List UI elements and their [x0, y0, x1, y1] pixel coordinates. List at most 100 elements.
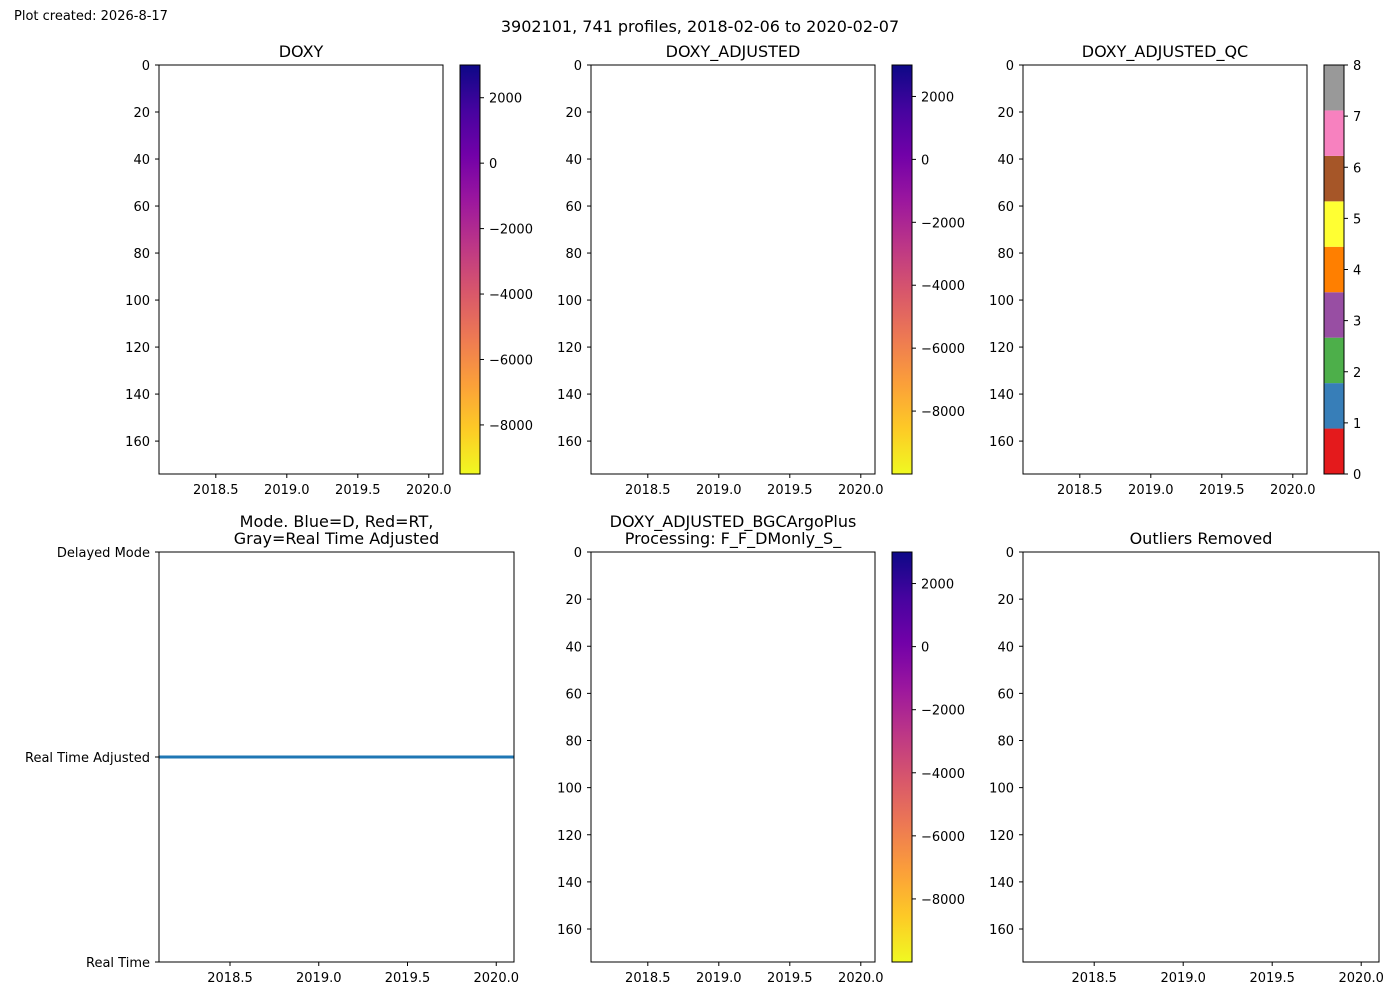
y-tick-label: Delayed Mode — [57, 546, 150, 561]
colorbar-tick-label: 7 — [1353, 110, 1361, 125]
colorbar-tick-label: −2000 — [489, 223, 533, 238]
y-tick-label: 60 — [565, 200, 582, 215]
y-tick-label: 160 — [989, 435, 1014, 450]
y-tick-label: 60 — [133, 200, 150, 215]
y-tick-label: 20 — [565, 593, 582, 608]
colorbar-swatch — [1324, 246, 1344, 293]
x-tick-label: 2019.0 — [296, 971, 342, 986]
colorbar-swatch — [1324, 428, 1344, 474]
subplot-title: DOXY_ADJUSTED_BGCArgoPlus — [610, 512, 857, 532]
y-tick-label: 100 — [557, 294, 582, 309]
colorbar-tick-label: 2000 — [921, 578, 954, 593]
subplot-outliers: Outliers Removed 2018.5 2019.0 2019.5 2020.0… — [989, 529, 1384, 986]
x-tick-label: 2019.0 — [1128, 483, 1174, 498]
colorbar-tick-label: −6000 — [921, 342, 965, 357]
y-tick-label: 20 — [565, 106, 582, 121]
colorbar: 0 1 2 3 4 5 6 7 8 — [1323, 59, 1361, 483]
x-tick-label: 2018.5 — [193, 483, 239, 498]
colorbar-tick-label: −6000 — [921, 830, 965, 845]
y-tick-label: 40 — [565, 153, 582, 168]
x-tick-label: 2019.5 — [335, 483, 381, 498]
colorbar-tick-label: 5 — [1353, 212, 1361, 227]
colorbar-gradient — [892, 65, 912, 474]
x-tick-label: 2019.0 — [696, 971, 742, 986]
x-tick-label: 2019.0 — [264, 483, 310, 498]
colorbar-tick-label: 2000 — [489, 92, 522, 107]
y-tick-label: 120 — [989, 341, 1014, 356]
x-tick-label: 2018.5 — [1057, 483, 1103, 498]
y-tick-label: 60 — [997, 200, 1014, 215]
y-tick-label: 100 — [989, 782, 1014, 797]
colorbar-frame — [459, 64, 481, 475]
axes-frame — [158, 64, 444, 475]
y-tick-label: 120 — [557, 829, 582, 844]
colorbar-swatch — [1324, 201, 1344, 247]
subplot-title: DOXY_ADJUSTED_QC — [1082, 42, 1248, 62]
x-tick-label: 2019.5 — [385, 971, 431, 986]
y-tick-label: Real Time — [86, 956, 150, 971]
axes-frame — [1022, 64, 1308, 475]
y-tick-label: 160 — [557, 435, 582, 450]
y-tick-label: 100 — [557, 782, 582, 797]
subplot-doxy: DOXY 2018.5 2019.0 2019.5 2020.0 0 20 40 60 80 100… — [125, 42, 533, 498]
axes-frame — [590, 551, 876, 963]
y-tick-label: 140 — [557, 388, 582, 403]
colorbar-gradient — [460, 65, 480, 474]
axes-frame — [1022, 551, 1380, 963]
y-tick-label: 40 — [565, 640, 582, 655]
colorbar-swatch — [1324, 337, 1344, 384]
axes-frame — [590, 64, 876, 475]
x-tick-label: 2019.5 — [767, 483, 813, 498]
colorbar-tick-label: 4 — [1353, 264, 1361, 279]
subplot-mode: Mode. Blue=D, Red=RT,Gray=Real Time Adju… — [25, 512, 519, 986]
y-tick-label: 0 — [1006, 59, 1014, 74]
y-tick-label: 160 — [989, 923, 1014, 938]
y-tick-label: 0 — [142, 59, 150, 74]
colorbar-tick-label: −4000 — [921, 279, 965, 294]
x-tick-label: 2019.5 — [1199, 483, 1245, 498]
x-tick-label: 2018.5 — [1071, 971, 1117, 986]
colorbar-tick-label: −8000 — [921, 405, 965, 420]
y-tick-label: 140 — [125, 388, 150, 403]
colorbar-swatch — [1324, 155, 1344, 202]
colorbar-tick-label: −6000 — [489, 353, 533, 368]
figure-suptitle: 3902101, 741 profiles, 2018-02-06 to 202… — [501, 17, 899, 36]
y-tick-label: 0 — [1006, 546, 1014, 561]
plot-created-label: Plot created: 2026-8-17 — [14, 9, 168, 24]
colorbar-swatch — [1324, 110, 1344, 156]
colorbar-swatch — [1324, 383, 1344, 429]
colorbar-tick-label: 2000 — [921, 90, 954, 105]
colorbar-tick-label: 0 — [921, 153, 929, 168]
colorbar-tick-label: −8000 — [489, 419, 533, 434]
subplot-title: Processing: F_F_DMonly_S_ — [625, 529, 842, 549]
colorbar: 2000 0 −2000 −4000 −6000 −8000 — [891, 64, 965, 475]
colorbar-tick-label: 0 — [921, 641, 929, 656]
y-tick-label: 20 — [997, 593, 1014, 608]
y-tick-label: 20 — [133, 106, 150, 121]
y-tick-label: 140 — [989, 876, 1014, 891]
colorbar-tick-label: −4000 — [489, 288, 533, 303]
y-tick-label: 140 — [989, 388, 1014, 403]
colorbar-tick-label: 1 — [1353, 417, 1361, 432]
colorbar-gradient — [892, 552, 912, 962]
y-tick-label: 0 — [574, 546, 582, 561]
colorbar-tick-label: −8000 — [921, 893, 965, 908]
colorbar-tick-label: 6 — [1353, 161, 1361, 176]
y-tick-label: 80 — [565, 735, 582, 750]
colorbar: 2000 0 −2000 −4000 −6000 −8000 — [891, 551, 965, 963]
x-tick-label: 2019.5 — [767, 971, 813, 986]
colorbar-swatch — [1324, 292, 1344, 338]
y-tick-label: 40 — [997, 153, 1014, 168]
subplot-doxy-adjusted-qc: DOXY_ADJUSTED_QC 2018.5 2019.0 2019.5 2020.0… — [989, 42, 1361, 498]
x-tick-label: 2020.0 — [1338, 971, 1384, 986]
y-tick-label: 0 — [574, 59, 582, 74]
x-tick-label: 2020.0 — [838, 971, 884, 986]
y-tick-label: 100 — [125, 294, 150, 309]
colorbar-tick-label: 8 — [1353, 59, 1361, 74]
y-tick-label: 80 — [565, 247, 582, 262]
y-tick-label: 160 — [125, 435, 150, 450]
colorbar-swatch — [1324, 65, 1344, 111]
